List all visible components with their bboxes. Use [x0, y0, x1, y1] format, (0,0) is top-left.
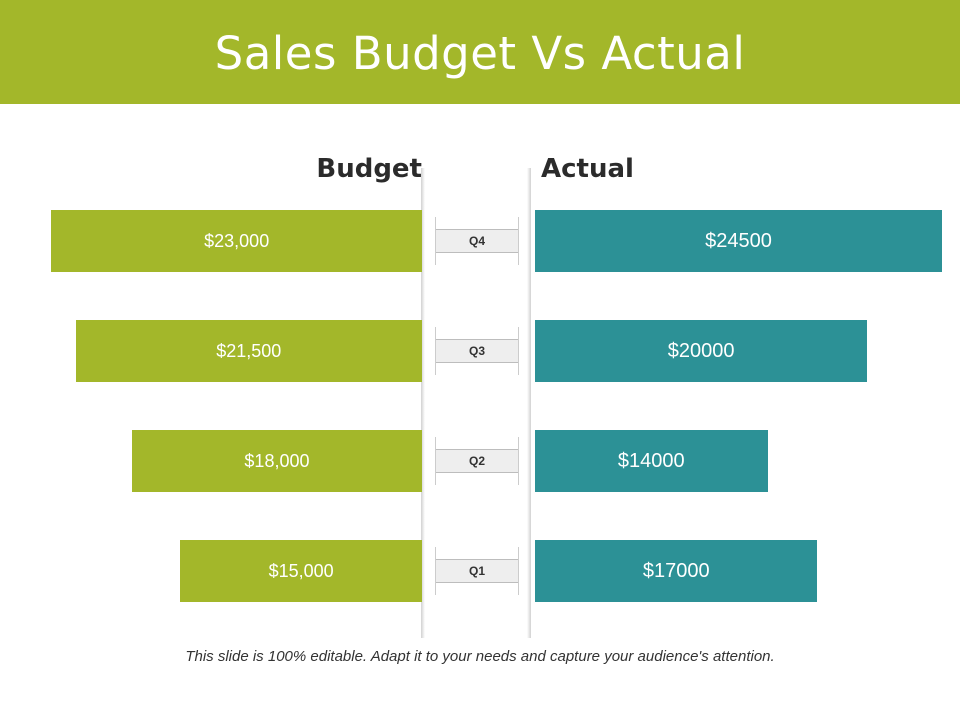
budget-value-label: $23,000 — [204, 230, 270, 251]
actual-value-label: $17000 — [642, 559, 710, 582]
budget-bar-q4: $23,000 — [51, 210, 422, 272]
actual-value-label: $20000 — [667, 339, 735, 362]
budget-bar-q1: $15,000 — [180, 540, 422, 602]
quarter-label-q1: Q1 — [435, 547, 519, 595]
actual-value-label: $24500 — [705, 229, 772, 252]
quarter-label-q3: Q3 — [435, 327, 519, 375]
actual-series-label: Actual — [541, 154, 634, 184]
divider-right — [527, 168, 531, 638]
actual-bar-q3: $20000 — [535, 320, 868, 382]
actual-bar-q4: $24500 — [535, 210, 942, 272]
budget-series-label: Budget — [316, 154, 422, 184]
divider-left — [421, 168, 425, 638]
budget-bar-q3: $21,500 — [75, 320, 422, 382]
actual-value-label: $14000 — [617, 449, 685, 472]
budget-bar-q2: $18,000 — [131, 430, 422, 492]
quarter-label-q2: Q2 — [435, 437, 519, 485]
actual-bar-q1: $17000 — [535, 540, 818, 602]
actual-bar-q2: $14000 — [535, 430, 768, 492]
quarter-label-q4: Q4 — [435, 217, 519, 265]
budget-value-label: $18,000 — [244, 450, 310, 471]
footer-note: This slide is 100% editable. Adapt it to… — [185, 648, 775, 665]
slide-title: Sales Budget Vs Actual — [214, 27, 746, 80]
budget-value-label: $21,500 — [216, 340, 282, 361]
title-banner — [0, 0, 960, 104]
budget-value-label: $15,000 — [268, 560, 334, 581]
